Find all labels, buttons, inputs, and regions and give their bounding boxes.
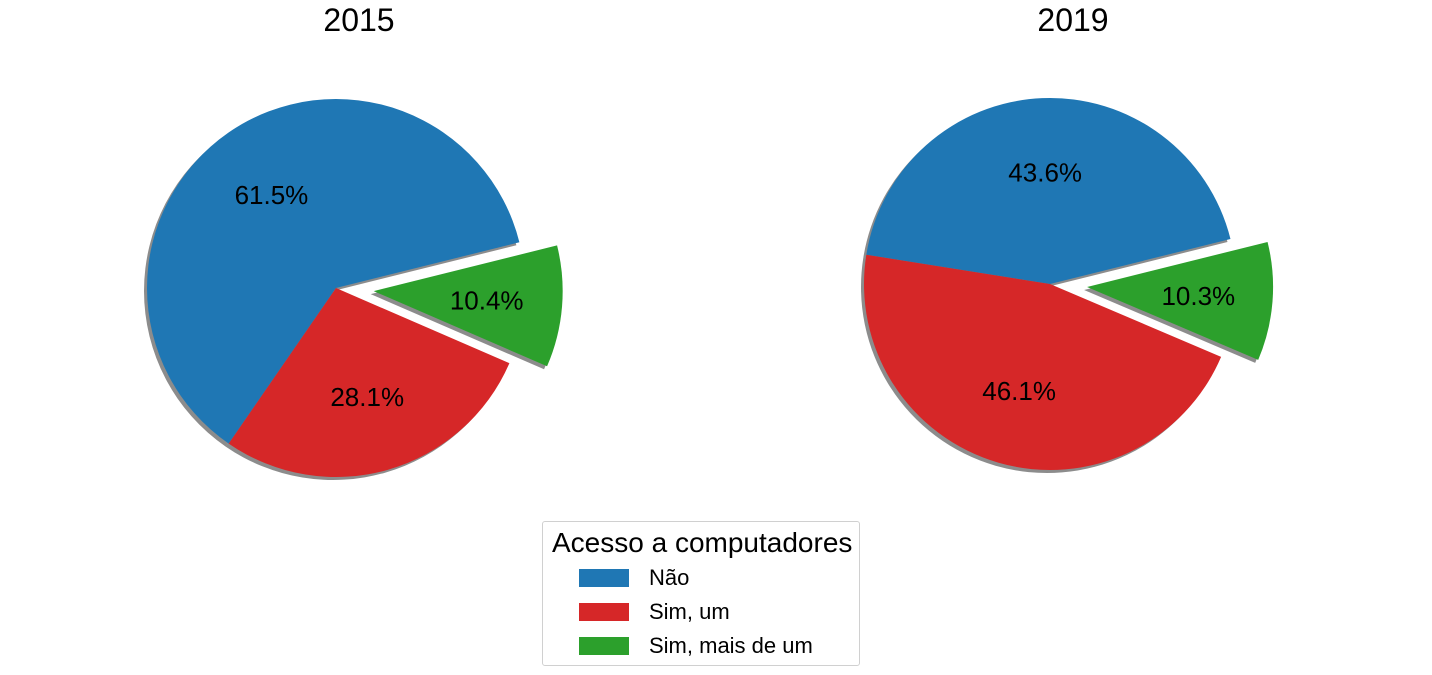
- pie-title-2019: 2019: [1037, 2, 1109, 38]
- pie-wedge-sim-mais-de-um: [1087, 241, 1274, 360]
- legend-swatch-sim-um: [579, 603, 629, 621]
- legend-title: Acesso a computadores: [552, 527, 853, 558]
- legend-item-sim-um: Sim, um: [579, 598, 730, 626]
- legend-label-nao: Não: [649, 565, 690, 590]
- pie-wedge-nao: [866, 97, 1231, 284]
- legend-item-nao: Não: [579, 564, 689, 592]
- legend-swatch-nao: [579, 569, 629, 587]
- legend-item-sim-mais-de-um: Sim, mais de um: [579, 632, 813, 660]
- legend: Acesso a computadores Não Sim, um Sim, m…: [542, 521, 860, 666]
- pie-wedge-sim-um: [228, 288, 510, 477]
- pie-2019: 43.6% 46.1% 10.3%: [861, 97, 1274, 474]
- pie-2015: 61.5% 28.1% 10.4%: [143, 98, 563, 481]
- pie-wedge-sim-mais-de-um: [373, 245, 563, 367]
- pie-wedge-nao: [146, 98, 520, 444]
- pie-wedge-sim-um: [863, 254, 1222, 471]
- pie-pct-label-nao: 61.5%: [235, 180, 309, 210]
- pie-pct-label-sim-mais-de-um: 10.4%: [450, 285, 524, 315]
- pie-pct-label-sim-um: 46.1%: [982, 376, 1056, 406]
- pie-pct-label-sim-mais-de-um: 10.3%: [1161, 281, 1235, 311]
- pie-pct-label-sim-um: 28.1%: [330, 382, 404, 412]
- legend-label-sim-um: Sim, um: [649, 599, 730, 624]
- pie-title-2015: 2015: [323, 2, 395, 38]
- legend-label-sim-mais-de-um: Sim, mais de um: [649, 633, 813, 658]
- pie-pct-label-nao: 43.6%: [1008, 158, 1082, 188]
- legend-swatch-sim-mais-de-um: [579, 637, 629, 655]
